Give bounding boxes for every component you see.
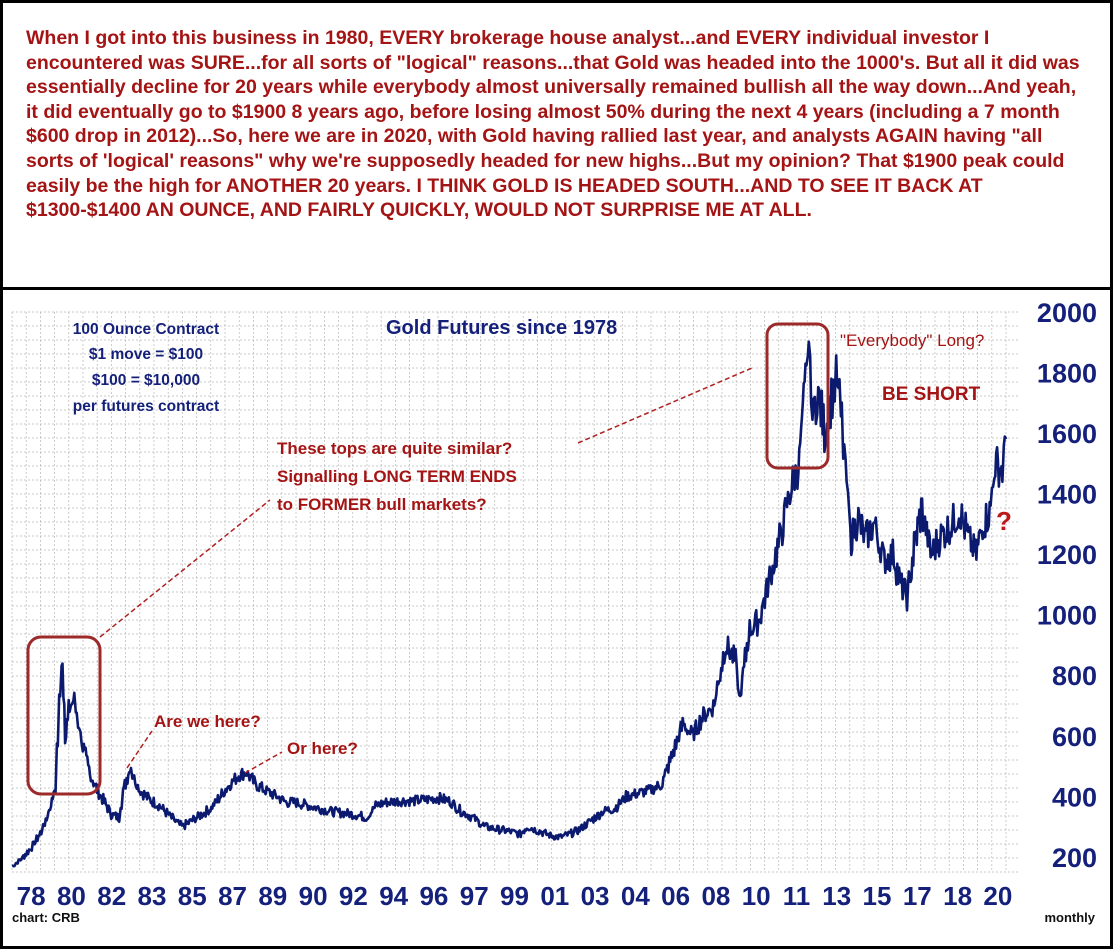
x-tick-label: 08 xyxy=(701,881,730,911)
top-1980-highlight-box xyxy=(26,635,102,796)
x-tick-label: 80 xyxy=(57,881,86,911)
y-tick-label: 600 xyxy=(1052,722,1097,752)
x-tick-label: 99 xyxy=(500,881,529,911)
be-short-annotation: BE SHORT xyxy=(882,384,981,405)
x-tick-label: 89 xyxy=(258,881,287,911)
x-tick-label: 15 xyxy=(863,881,892,911)
x-tick-label: 78 xyxy=(17,881,46,911)
y-tick-label: 1400 xyxy=(1037,480,1097,510)
x-tick-label: 87 xyxy=(218,881,247,911)
x-tick-label: 01 xyxy=(540,881,569,911)
x-tick-label: 20 xyxy=(983,881,1012,911)
tops-similar-line: to FORMER bull markets? xyxy=(277,495,487,514)
x-tick-label: 90 xyxy=(299,881,328,911)
y-tick-label: 200 xyxy=(1052,843,1097,873)
x-tick-label: 03 xyxy=(581,881,610,911)
y-tick-label: 1200 xyxy=(1037,540,1097,570)
tops-similar-annotation: These tops are quite similar? Signalling… xyxy=(277,439,517,514)
y-axis-labels: 200 400 600 800 1000 1200 1400 1600 1800 2000 xyxy=(1037,298,1097,873)
contract-info-line: 100 Ounce Contract xyxy=(73,321,219,338)
y-tick-label: 400 xyxy=(1052,782,1097,812)
tops-similar-line: Signalling LONG TERM ENDS xyxy=(277,467,517,486)
x-tick-label: 83 xyxy=(138,881,167,911)
x-tick-label: 06 xyxy=(661,881,690,911)
x-tick-label: 94 xyxy=(379,881,408,911)
y-tick-label: 800 xyxy=(1052,661,1097,691)
everybody-long-annotation: "Everybody" Long? xyxy=(840,331,984,350)
chart-title: Gold Futures since 1978 xyxy=(386,317,617,339)
x-tick-label: 11 xyxy=(783,881,811,911)
or-here-annotation: Or here? xyxy=(287,739,358,758)
y-tick-label: 1000 xyxy=(1037,601,1097,631)
question-mark-annotation: ? xyxy=(996,506,1012,536)
gold-price-line xyxy=(11,340,1008,868)
chart-grid xyxy=(11,311,1018,873)
callout-line-or-here xyxy=(244,751,283,774)
chart-source: chart: CRB xyxy=(12,910,80,925)
x-tick-label: 17 xyxy=(903,881,932,911)
tops-similar-line: These tops are quite similar? xyxy=(277,439,512,458)
contract-info-line: $100 = $10,000 xyxy=(92,372,200,389)
x-tick-label: 85 xyxy=(178,881,207,911)
commentary-text: When I got into this business in 1980, E… xyxy=(26,27,1080,222)
contract-info-line: per futures contract xyxy=(73,398,219,415)
x-tick-label: 82 xyxy=(97,881,126,911)
x-tick-label: 18 xyxy=(943,881,972,911)
y-tick-label: 1600 xyxy=(1037,419,1097,449)
callout-line-1980 xyxy=(99,499,271,638)
contract-info-line: $1 move = $100 xyxy=(89,346,203,363)
contract-info: 100 Ounce Contract $1 move = $100 $100 =… xyxy=(73,321,219,415)
y-tick-label: 2000 xyxy=(1037,298,1097,328)
x-tick-label: 04 xyxy=(621,881,650,911)
top-2011-highlight-box xyxy=(765,322,830,470)
x-tick-label: 92 xyxy=(339,881,368,911)
x-tick-label: 10 xyxy=(742,881,771,911)
x-tick-label: 96 xyxy=(419,881,448,911)
commentary-box: When I got into this business in 1980, E… xyxy=(0,0,1113,290)
y-tick-label: 1800 xyxy=(1037,359,1097,389)
are-we-here-annotation: Are we here? xyxy=(154,712,261,731)
frequency-label: monthly xyxy=(1044,910,1095,925)
x-tick-label: 97 xyxy=(460,881,489,911)
x-axis-labels: 78 80 82 83 85 87 89 90 92 94 96 97 99 01 03 04 06 08 10 11… xyxy=(17,881,1013,911)
x-tick-label: 13 xyxy=(822,881,851,911)
